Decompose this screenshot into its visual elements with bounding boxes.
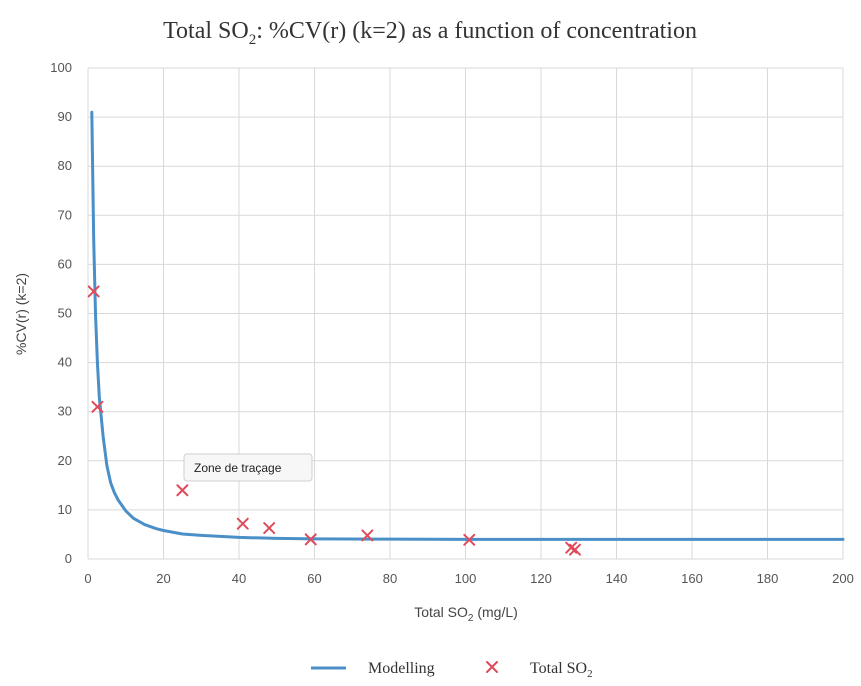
tooltip-text: Zone de traçage bbox=[194, 461, 282, 475]
legend-x-swatch bbox=[486, 661, 498, 673]
y-tick-label: 60 bbox=[58, 256, 72, 271]
x-tick-label: 200 bbox=[832, 571, 854, 586]
y-tick-label: 80 bbox=[58, 158, 72, 173]
legend-label-total-so2: Total SO2 bbox=[530, 660, 593, 680]
data-point-marker bbox=[463, 533, 476, 546]
data-point-marker bbox=[304, 533, 317, 546]
data-point-marker bbox=[87, 285, 100, 298]
data-point-marker bbox=[236, 517, 249, 530]
x-tick-label: 140 bbox=[606, 571, 628, 586]
y-axis-label: %CV(r) (k=2) bbox=[13, 273, 29, 355]
y-tick-label: 90 bbox=[58, 109, 72, 124]
tooltip-box bbox=[183, 453, 313, 482]
x-tick-label: 40 bbox=[232, 571, 246, 586]
data-point-marker bbox=[263, 522, 276, 535]
y-tick-label: 40 bbox=[58, 355, 72, 370]
data-point-marker bbox=[361, 529, 374, 542]
gridlines bbox=[87, 67, 844, 560]
legend-label-modelling: Modelling bbox=[368, 660, 435, 677]
x-tick-label: 0 bbox=[84, 571, 91, 586]
x-axis-label: Total SO2 (mg/L) bbox=[414, 604, 518, 624]
x-tick-label: 60 bbox=[307, 571, 321, 586]
tooltip: Zone de traçage bbox=[183, 453, 313, 482]
y-tick-label: 20 bbox=[58, 453, 72, 468]
data-point-marker bbox=[176, 484, 189, 497]
y-tick-label: 70 bbox=[58, 207, 72, 222]
x-tick-label: 120 bbox=[530, 571, 552, 586]
y-tick-labels: 0 10 20 30 40 50 60 70 80 90 100 bbox=[50, 60, 72, 566]
plot-area[interactable] bbox=[87, 110, 845, 556]
legend: Modelling Total SO2 bbox=[311, 660, 593, 680]
data-point-marker bbox=[568, 543, 581, 556]
x-tick-label: 180 bbox=[757, 571, 779, 586]
y-tick-label: 30 bbox=[58, 404, 72, 419]
x-tick-label: 80 bbox=[383, 571, 397, 586]
data-point-marker bbox=[91, 400, 104, 413]
x-tick-labels: 0 20 40 60 80 100 120 140 160 180 200 bbox=[84, 571, 853, 586]
y-tick-label: 0 bbox=[65, 551, 72, 566]
x-tick-label: 100 bbox=[455, 571, 477, 586]
chart-title: Total SO2: %CV(r) (k=2) as a function of… bbox=[163, 18, 697, 48]
y-tick-label: 50 bbox=[58, 306, 72, 321]
x-tick-label: 20 bbox=[156, 571, 170, 586]
y-tick-label: 10 bbox=[58, 502, 72, 517]
y-tick-label: 100 bbox=[50, 60, 72, 75]
x-tick-label: 160 bbox=[681, 571, 703, 586]
